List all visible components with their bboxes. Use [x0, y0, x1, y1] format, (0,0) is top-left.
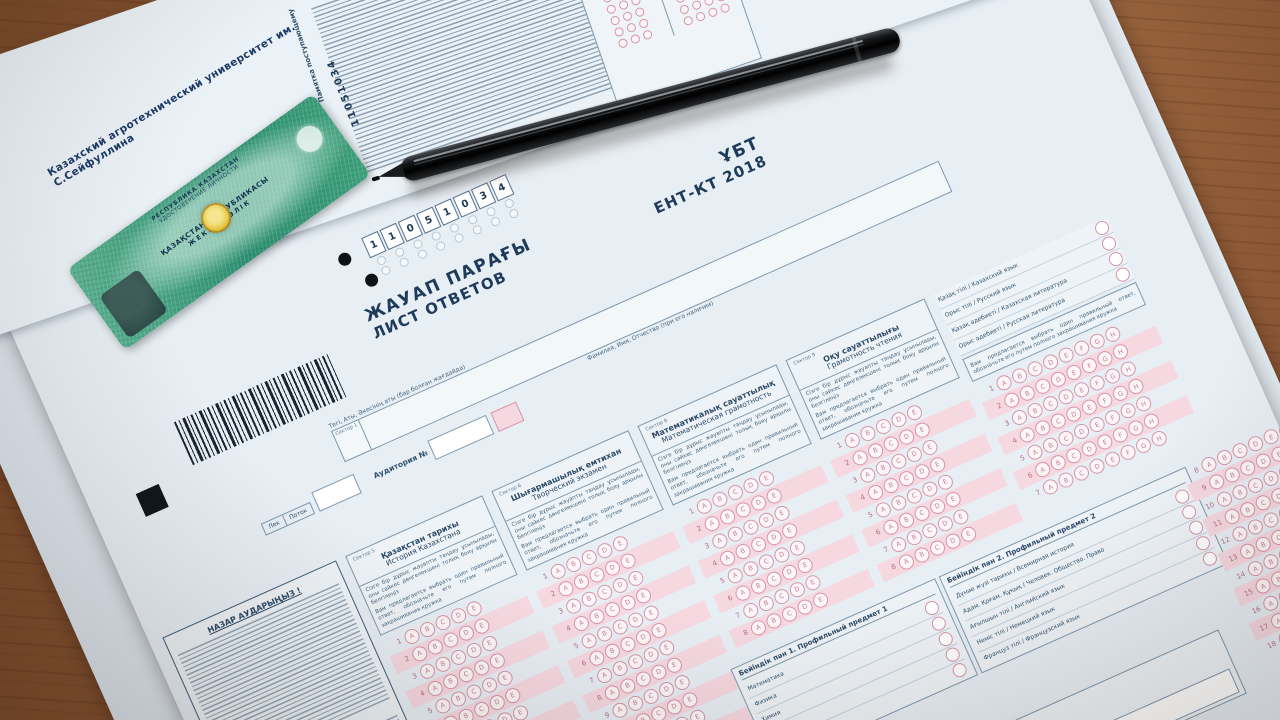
answer-number: 7	[882, 545, 890, 555]
answer-number: 6	[874, 527, 882, 538]
answer-number: 8	[1192, 465, 1201, 475]
answer-number: 10	[1204, 500, 1216, 512]
answer-number: 16	[1250, 604, 1262, 616]
auditoria-pink-cell	[490, 401, 525, 432]
digit-bubble	[682, 15, 694, 27]
digit-bubble	[715, 0, 727, 3]
attention-text-kk	[177, 583, 391, 720]
answer-bubble: E	[510, 702, 531, 720]
digit-bubble	[629, 0, 642, 7]
digit-bubble	[633, 6, 646, 18]
answer-number: 3	[411, 671, 419, 682]
digit-bubble	[605, 3, 617, 16]
answer-bubble: A	[1268, 610, 1280, 631]
digit-bubble	[706, 6, 719, 19]
answer-bubble: H	[1149, 428, 1170, 449]
answer-number: 2	[695, 524, 704, 534]
answer-number: 3	[1003, 418, 1011, 428]
answer-number: 5	[572, 641, 581, 651]
answer-number: 6	[726, 593, 735, 603]
subject-bubble	[1113, 265, 1133, 284]
answer-number: 2	[995, 401, 1003, 411]
digit-bubble	[507, 207, 520, 220]
answer-number: 4	[1011, 436, 1019, 446]
answer-number: 3	[703, 541, 711, 551]
digit-bubble	[637, 17, 650, 30]
answer-number: 9	[1200, 482, 1208, 492]
digit-bubble	[609, 14, 621, 27]
answer-number: 2	[549, 589, 557, 599]
answer-number: 1	[836, 441, 844, 451]
stream-table: Лек Поток	[260, 501, 316, 536]
barcode	[173, 354, 347, 466]
digit-bubble	[489, 215, 502, 228]
digit-bubble	[694, 10, 707, 23]
answer-number: 5	[426, 706, 434, 716]
answer-number: 5	[718, 576, 727, 586]
digit-bubble	[674, 0, 686, 4]
answer-number: 11	[1211, 517, 1224, 529]
answer-number: 17	[1258, 621, 1270, 633]
answer-number: 4	[859, 493, 867, 503]
answer-number: 9	[603, 710, 612, 720]
answer-bubble: E	[810, 589, 831, 610]
digit-bubble	[617, 37, 629, 50]
digit-bubble	[678, 3, 690, 16]
subject-label: Химия	[760, 708, 782, 720]
answer-number: 8	[742, 628, 750, 638]
stream-box	[311, 473, 362, 512]
answer-number: 4	[565, 624, 573, 634]
answer-number: 2	[403, 654, 411, 664]
digit-bubble	[416, 248, 428, 261]
digit-bubble	[379, 264, 392, 277]
answer-number: 5	[1018, 453, 1027, 463]
digit-bubble	[452, 232, 465, 245]
registration-mark	[135, 483, 169, 517]
answer-number: 4	[711, 559, 719, 569]
answer-number: 18	[1265, 639, 1278, 651]
answer-number: 1	[688, 507, 696, 517]
answer-number: 13	[1227, 552, 1239, 564]
digit-bubble	[601, 0, 613, 4]
answer-number: 12	[1219, 534, 1232, 546]
digit-bubble	[434, 240, 447, 253]
answer-number: 7	[734, 611, 742, 621]
digit-bubble	[629, 33, 641, 45]
answer-number: 3	[557, 606, 565, 616]
answer-bubble: E	[687, 707, 708, 720]
answer-number: 3	[851, 475, 859, 485]
answer-number: 7	[1034, 488, 1042, 498]
answer-number: 15	[1242, 587, 1255, 598]
answer-number: 14	[1235, 569, 1247, 581]
answer-number: 6	[1026, 470, 1034, 480]
answer-number: 1	[395, 637, 404, 647]
answer-number: 5	[866, 510, 875, 520]
digit-bubble	[719, 2, 731, 14]
bubble-column	[667, 0, 694, 27]
digit-bubble	[621, 10, 633, 23]
answer-bubble: E	[958, 524, 979, 544]
answer-number: 8	[890, 562, 898, 572]
filled-registration-dot	[336, 250, 354, 268]
digit-bubble	[702, 0, 715, 7]
answer-number: 4	[418, 689, 427, 699]
digit-bubble	[617, 0, 630, 11]
digit-bubble	[613, 26, 625, 38]
digit-bubble	[641, 29, 654, 41]
digit-bubble	[397, 256, 410, 269]
answer-number: 6	[580, 658, 588, 669]
digit-bubble	[625, 22, 637, 34]
answer-number: 1	[541, 572, 550, 582]
answer-number: 2	[843, 458, 852, 468]
answer-number: 7	[588, 676, 596, 686]
digit-bubble	[690, 0, 703, 12]
digit-bubble	[470, 224, 483, 236]
subject-bubble	[950, 660, 969, 680]
stream-label-ru: Поток	[288, 507, 309, 522]
answer-number: 8	[595, 693, 604, 703]
answer-number: 1	[987, 384, 996, 394]
